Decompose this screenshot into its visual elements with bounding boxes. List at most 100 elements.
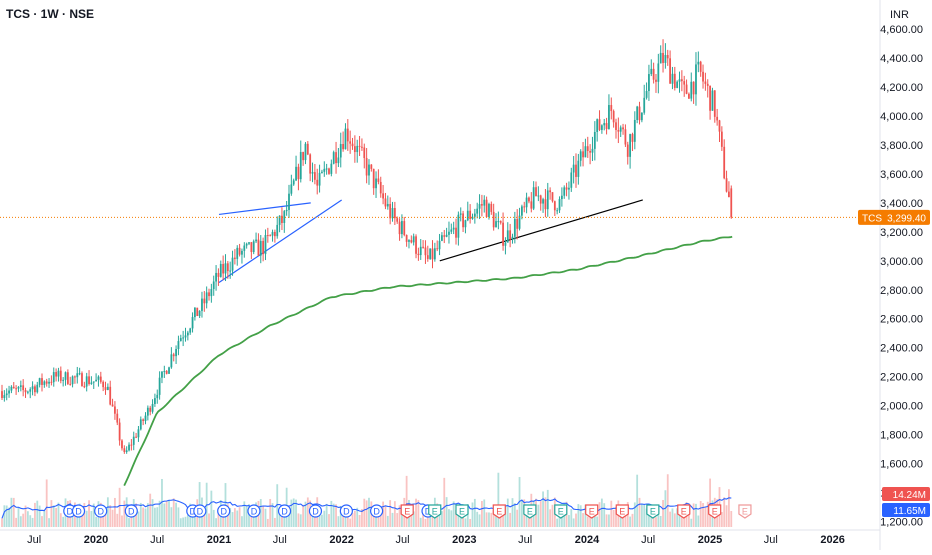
y-tick-label: 1,600.00 [880,459,923,471]
last-price-symbol: TCS [862,213,882,224]
candle-body [344,128,347,150]
candle-body [699,61,702,72]
candle-body [586,146,589,151]
candle-body [589,150,592,153]
volume-tag-value: 14.24M [893,490,926,501]
volume-bar [175,502,177,527]
candle-body [666,54,669,59]
candle-body [558,199,561,211]
candle-body [196,307,199,316]
candle-body [149,407,152,412]
volume-bar [88,500,90,527]
candle-body [412,236,415,243]
candle-body [657,63,660,82]
candle-body [591,148,594,153]
candle-body [725,178,728,192]
volume-bar [154,507,156,527]
volume-bar [690,518,693,527]
volume-bar [55,507,58,527]
y-tick-label: 4,400.00 [880,53,923,65]
last-price-tag: TCS 3,299.40 [858,209,930,225]
dividend-marker: D [339,504,353,518]
dividend-marker-circle [71,504,86,518]
candle-body [236,247,239,259]
volume-bar [645,508,648,527]
candle-body [262,240,265,255]
volume-bar [215,518,217,527]
volume-bar [83,502,86,527]
candle-body [281,215,283,223]
volume-bar [612,509,615,527]
candle-body [375,178,377,189]
candle-body [74,376,76,378]
candle-body [121,440,123,449]
candle-body [318,172,321,186]
candle-body [398,221,401,235]
volume-bar [259,499,262,527]
volume-bar [273,517,276,527]
volume-bar [702,503,704,527]
trendline [439,199,643,262]
candle-body [640,112,643,121]
candle-body [349,141,352,144]
volume-bar [499,516,502,527]
candle-body [537,195,540,197]
volume-bar [650,512,653,527]
candle-body [78,373,81,375]
candle-body [330,163,333,174]
candle-body [448,231,450,235]
candle-body [161,371,163,378]
candle-body [285,209,288,212]
volume-bar [478,514,481,527]
volume-bar [142,507,145,527]
candle-body [59,370,62,381]
candle-body [309,154,312,174]
volume-bar [231,512,234,527]
candle-body [443,235,446,237]
candle-body [3,395,6,398]
dividend-marker-circle [124,504,138,518]
candle-body [408,240,410,242]
candle-body [441,235,443,241]
x-tick-label: 2025 [698,534,722,546]
candle-body [191,317,194,329]
volume-bar [455,509,457,527]
candle-body [671,73,674,84]
event-marker-label: E [619,507,625,517]
volume-bar [401,512,403,527]
candle-body [257,239,260,256]
candle-body [643,97,646,113]
volume-bar [643,504,646,527]
volume-bar [450,510,453,527]
candle-body [217,272,220,277]
volume-bar [452,501,455,527]
volume-bar [537,504,540,527]
volume-bar [325,503,328,527]
candle-body [271,231,274,236]
volume-bar [323,510,326,527]
volume-bar [699,501,702,527]
candle-body [358,145,361,147]
trendline-layer[interactable] [218,199,643,284]
candle-body [182,337,185,339]
volume-bar [396,513,399,527]
candle-body [600,125,603,130]
volume-bar [217,507,220,527]
x-tick-label: 2026 [820,534,844,546]
candle-body [52,372,55,383]
symbol-title[interactable]: TCS · 1W · NSE [6,7,95,21]
candle-body [598,119,601,130]
candle-body [139,419,142,430]
volume-bar [50,500,53,527]
volume-bar [542,491,544,527]
candle-body [499,221,502,223]
earnings-marker-shape [585,504,599,519]
candle-body [584,146,587,158]
currency-label[interactable]: INR [890,9,909,21]
y-tick-label: 3,000.00 [880,256,923,268]
candle-body [553,201,556,211]
candle-body [114,406,116,414]
earnings-marker: E [400,504,414,519]
volume-bar [688,505,690,527]
candle-body [525,197,528,208]
